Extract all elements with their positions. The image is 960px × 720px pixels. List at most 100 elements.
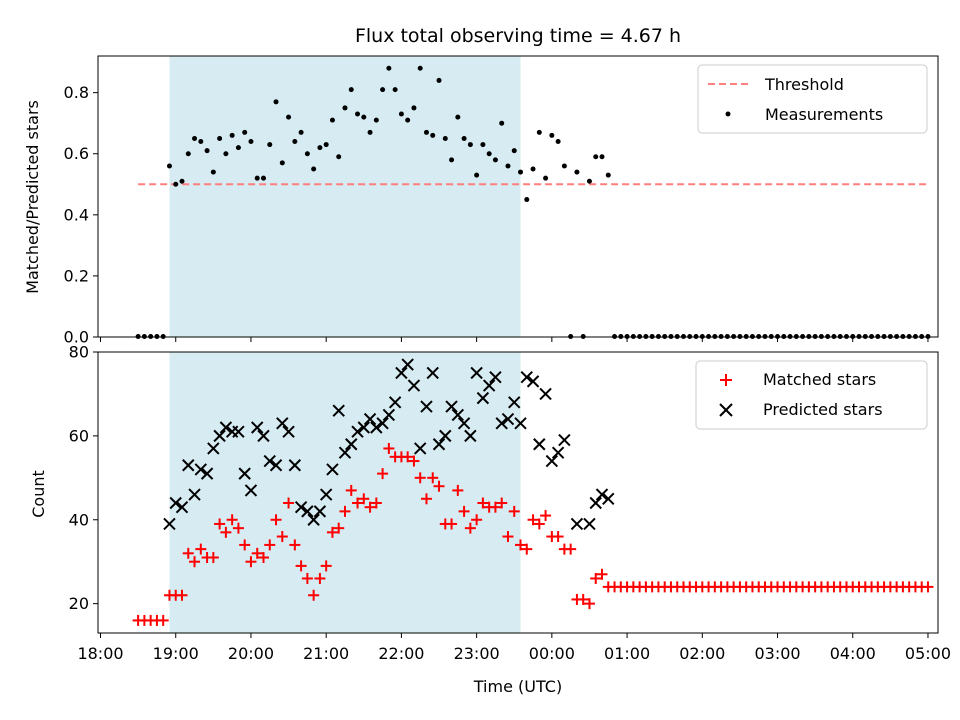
predicted-point	[482, 379, 496, 392]
predicted-point	[476, 391, 490, 405]
x-tick-label: 01:00	[604, 644, 650, 663]
predicted-point	[163, 517, 176, 531]
measurement-point	[555, 139, 561, 145]
x-tick-label: 04:00	[830, 644, 876, 663]
matched-point	[508, 505, 520, 517]
predicted-point	[232, 425, 245, 438]
measurement-point	[267, 142, 273, 148]
matched-point	[521, 543, 533, 555]
predicted-point	[583, 517, 596, 531]
top-legend-box	[697, 64, 928, 134]
matched-point	[157, 614, 169, 626]
measurement-point	[242, 129, 248, 135]
bottom-x-ticks: 18:00 19:00 20:00 21:00 22:00 23:00 00:00 01:00…	[77, 633, 951, 663]
matched-point	[577, 593, 589, 605]
measurement-point	[342, 105, 348, 111]
matched-point	[420, 493, 432, 505]
matched-point	[427, 472, 439, 484]
measurement-point	[436, 77, 442, 83]
matched-point	[352, 497, 364, 509]
matched-point	[515, 539, 527, 551]
matched-point	[370, 497, 382, 509]
y-tick-label: 0.8	[64, 83, 89, 102]
measurement-point	[304, 151, 310, 157]
predicted-point	[545, 454, 559, 468]
matched-point	[533, 518, 545, 530]
matched-point	[189, 556, 201, 568]
predicted-point	[194, 463, 208, 476]
measurement-point	[185, 151, 191, 157]
measurement-point	[530, 166, 536, 172]
predicted-point	[602, 492, 615, 505]
predicted-point	[439, 429, 452, 443]
y-tick-label: 0.4	[64, 205, 89, 224]
predicted-point	[207, 442, 220, 455]
measurement-point	[599, 154, 605, 160]
measurement-point	[549, 132, 555, 138]
x-tick-label: 05:00	[905, 644, 951, 663]
matched-point	[314, 572, 326, 584]
predicted-point	[551, 446, 565, 459]
measurement-point	[260, 175, 266, 181]
predicted-point	[451, 408, 465, 422]
predicted-point	[407, 379, 421, 392]
matched-point	[464, 522, 476, 534]
measurement-point	[455, 114, 461, 120]
matched-point	[251, 547, 263, 559]
measurement-point	[505, 163, 511, 169]
predicted-point	[301, 505, 314, 518]
top-y-ticks: 0.0 0.2 0.4 0.6 0.8	[64, 83, 98, 347]
measurement-point	[461, 135, 467, 141]
predicted-point	[363, 412, 377, 426]
matched-point	[220, 526, 232, 538]
matched-point	[477, 497, 489, 509]
predicted-point	[313, 505, 327, 518]
matched-point	[195, 543, 207, 555]
predicted-point	[388, 396, 402, 409]
matched-point	[232, 522, 244, 534]
measurement-point	[492, 157, 498, 163]
predicted-point	[257, 429, 270, 443]
bottom-legend: Matched stars Predicted stars	[695, 360, 928, 430]
measurement-point	[561, 163, 567, 169]
matched-point	[596, 568, 608, 580]
measurement-point	[323, 142, 329, 148]
measurement-point	[449, 157, 455, 163]
y-tick-label: 0.6	[64, 144, 89, 163]
matched-point	[339, 505, 351, 517]
measurement-point	[329, 117, 335, 123]
predicted-point	[470, 366, 483, 380]
y-tick-label: 0.2	[64, 266, 89, 285]
measurement-point	[593, 154, 599, 160]
matched-point	[433, 480, 445, 492]
predicted-point	[533, 438, 546, 451]
predicted-point	[457, 417, 471, 430]
matched-point	[289, 539, 301, 551]
measurement-point	[392, 87, 398, 93]
predicted-point	[558, 433, 571, 447]
matched-point	[552, 531, 564, 543]
predicted-point	[395, 366, 408, 380]
measurement-point	[292, 139, 298, 145]
legend-measurements-swatch	[725, 111, 731, 117]
top-axes-frame	[97, 55, 939, 338]
predicted-point	[238, 467, 251, 480]
predicted-point	[269, 459, 283, 472]
top-x-ticks	[100, 337, 929, 342]
y-tick-label: 60	[69, 426, 89, 445]
matched-point	[377, 468, 389, 480]
matched-point	[207, 552, 219, 564]
matched-point	[295, 560, 307, 572]
matched-point	[402, 451, 414, 463]
matched-point	[527, 514, 539, 526]
matched-point	[458, 505, 470, 517]
predicted-point	[526, 375, 540, 388]
legend-matched-label: Matched stars	[763, 370, 876, 389]
x-tick-label: 20:00	[228, 644, 274, 663]
x-tick-label: 00:00	[529, 644, 575, 663]
predicted-point	[263, 454, 276, 468]
x-tick-label: 19:00	[153, 644, 199, 663]
matched-point	[364, 501, 376, 513]
bottom-observing-span	[169, 352, 521, 633]
matched-point	[320, 560, 332, 572]
